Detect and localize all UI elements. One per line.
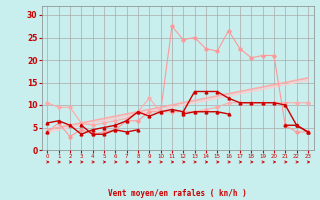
Text: Vent moyen/en rafales ( kn/h ): Vent moyen/en rafales ( kn/h ) — [108, 189, 247, 198]
